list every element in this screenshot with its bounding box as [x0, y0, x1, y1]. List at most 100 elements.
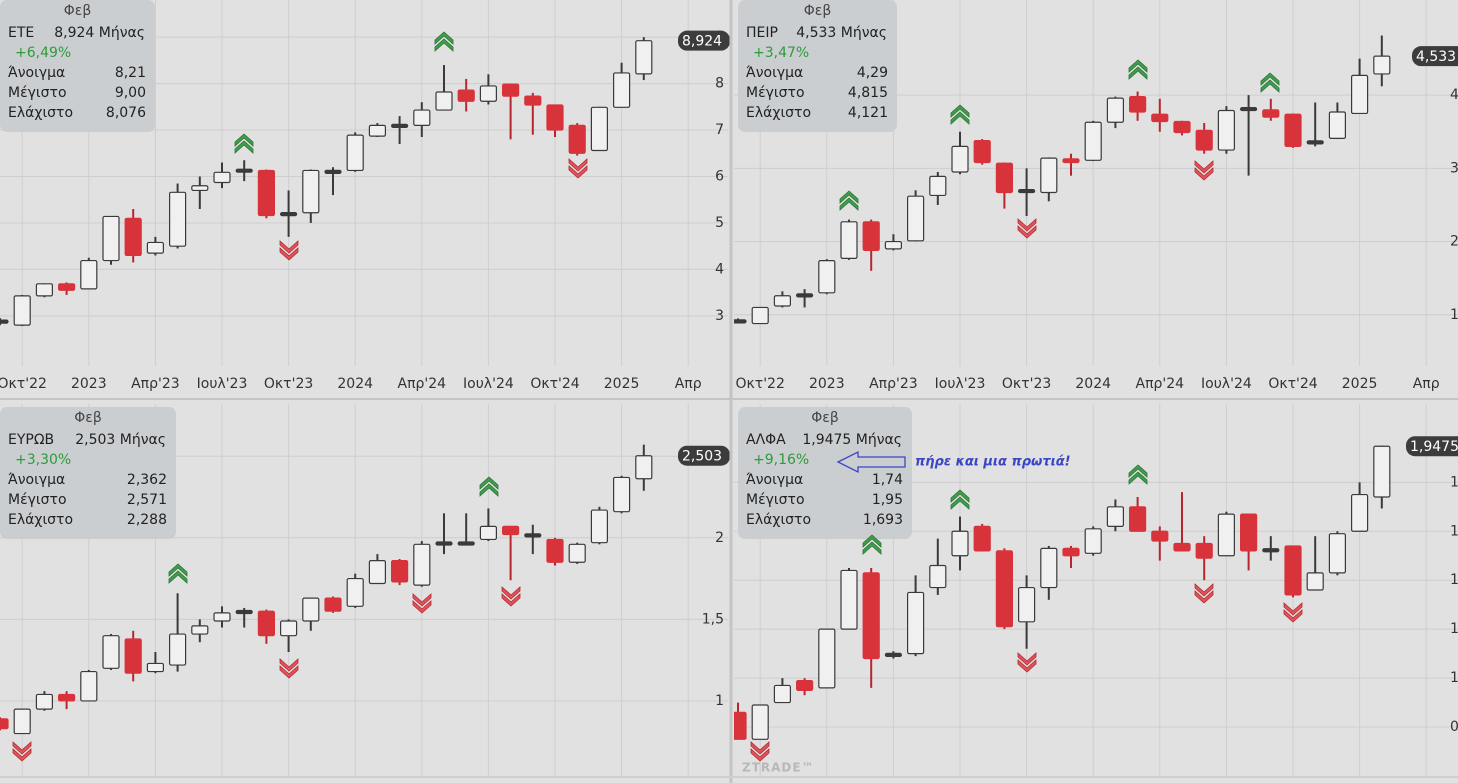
x-tick-label: Ιουλ'24	[1201, 376, 1252, 392]
candle-body	[479, 525, 497, 541]
candle-body	[546, 538, 564, 563]
y-tick-label: 1,2	[1450, 621, 1458, 637]
candle-body	[0, 718, 9, 730]
info-row-value: 2,288	[127, 512, 167, 528]
signal-down	[1283, 602, 1303, 623]
info-change: +6,49%	[15, 45, 71, 61]
candle-body	[862, 221, 880, 251]
candle-body	[13, 295, 31, 326]
candle-body	[0, 319, 9, 324]
candle-body	[1217, 109, 1236, 151]
x-tick-label: Απρ'24	[398, 376, 447, 392]
candle-body	[773, 295, 792, 307]
y-tick-label: 1	[715, 693, 724, 709]
info-month: Φεβ	[74, 410, 102, 426]
watermark: ZTRADE™	[742, 761, 815, 775]
info-row-value: 4,121	[848, 105, 888, 121]
info-box: Φεβ ΕΥΡΩΒ 2,503 Μήνας+3,30% Άνοιγμα 2,362 Μέγ…	[0, 407, 176, 539]
info-box: Φεβ ΠΕΙΡ 4,533 Μήνας +3,47% Άνοιγμα 4,29 Μέγισ…	[738, 0, 897, 132]
annotation-arrow	[836, 450, 906, 474]
candle-body	[995, 162, 1014, 194]
candle-body	[1128, 506, 1147, 532]
candle-body	[391, 560, 409, 583]
candle-body	[795, 293, 814, 298]
signal-down	[279, 240, 299, 261]
candle-body	[1017, 586, 1036, 623]
candle-body	[1040, 547, 1058, 589]
x-tick-label: 2024	[337, 376, 373, 392]
candle-body	[546, 104, 564, 131]
y-tick-label: 5	[715, 215, 724, 231]
candle-body	[1062, 158, 1080, 164]
candle-body	[146, 241, 164, 254]
y-tick-label: 4	[1450, 87, 1458, 103]
candle-body	[257, 610, 275, 637]
signal-up	[1260, 72, 1280, 93]
info-change: +9,16%	[753, 452, 809, 468]
candle-body	[80, 670, 98, 702]
candle-body	[80, 259, 98, 290]
signal-down	[501, 586, 521, 607]
info-row-label: Μέγιστο	[746, 492, 805, 508]
signal-down	[1194, 160, 1214, 181]
panel-marks	[734, 35, 1391, 325]
candle-body	[1284, 545, 1302, 596]
signal-down	[1017, 218, 1037, 239]
candle-body	[524, 95, 542, 106]
candle-body	[280, 212, 298, 217]
candle-body	[1239, 106, 1258, 112]
signal-up	[479, 476, 499, 497]
info-month: Φεβ	[64, 3, 92, 19]
info-row-value: 8,076	[106, 105, 146, 121]
info-row-value: 1,693	[863, 512, 903, 528]
info-symbol: ΕΤΕ	[8, 25, 34, 41]
y-tick-label: 2	[715, 530, 724, 546]
candle-body	[435, 91, 453, 111]
overlay-layer: Οκτ'22 2023 Απρ'23 Ιουλ'23 Οκτ'23 2024 Απρ'24 Ι…	[0, 0, 1458, 762]
y-tick-label: 1	[1450, 307, 1458, 323]
candle-body	[1239, 513, 1258, 552]
last-price-label: 4,533	[1416, 49, 1456, 65]
candle-body	[884, 240, 903, 250]
y-tick-label: 7	[715, 122, 724, 138]
info-row-value: 9,00	[115, 85, 146, 101]
last-price-label: 8,924	[682, 34, 722, 50]
info-row-value: 1,74	[872, 472, 903, 488]
candle-body	[840, 221, 858, 259]
y-tick-label: 1,6	[1450, 523, 1458, 539]
x-tick-label: Οκτ'24	[530, 376, 579, 392]
info-row-value: 8,21	[115, 65, 146, 81]
x-tick-label: 2025	[604, 376, 640, 392]
info-row-label: Μέγιστο	[8, 85, 67, 101]
candle-body	[1306, 572, 1324, 591]
candle-body	[1217, 513, 1236, 557]
candle-body	[635, 40, 653, 75]
candle-body	[734, 319, 747, 324]
candle-body	[951, 145, 969, 173]
y-tick-label: 8	[715, 76, 724, 92]
candle-body	[1328, 533, 1347, 574]
annotation: πήρε και μια πρωτιά!	[915, 455, 1071, 470]
candle-body	[1350, 493, 1369, 532]
last-price-label: 1,9475	[1410, 439, 1458, 455]
candle-body	[1350, 74, 1369, 115]
info-row-label: Άνοιγμα	[746, 472, 803, 488]
x-tick-label: 2025	[1342, 376, 1378, 392]
candle-body	[124, 217, 142, 257]
candle-body	[191, 625, 209, 635]
signal-down	[568, 158, 588, 179]
x-tick-label: Οκτ'24	[1268, 376, 1317, 392]
candle-body	[1084, 121, 1102, 161]
last-price-box	[678, 30, 730, 51]
signal-up	[1128, 464, 1148, 485]
candle-body	[502, 525, 520, 536]
panel-grid	[0, 404, 728, 776]
candle-body	[346, 577, 364, 607]
candle-body	[213, 612, 231, 622]
candle-body	[1373, 445, 1391, 498]
candle-body	[457, 89, 475, 102]
candle-body	[435, 541, 453, 546]
candle-body	[1195, 129, 1213, 151]
